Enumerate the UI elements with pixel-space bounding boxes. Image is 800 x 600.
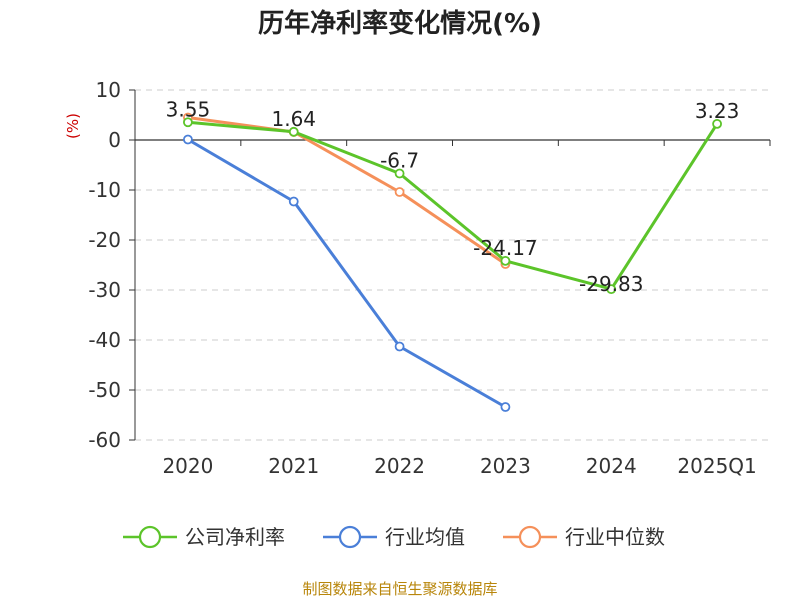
y-unit-label: (%): [64, 113, 82, 139]
data-point: [288, 196, 299, 207]
legend-item[interactable]: 行业均值: [323, 525, 465, 549]
legend-item[interactable]: 公司净利率: [123, 525, 285, 549]
chart-title: 历年净利率变化情况(%): [258, 8, 542, 39]
data-point: [288, 126, 299, 137]
source-note: 制图数据来自恒生聚源数据库: [302, 580, 497, 598]
data-label: -29.83: [579, 272, 643, 296]
data-point: [394, 341, 405, 352]
x-axis: 2020 2021 2022 2023 2024 2025Q1: [134, 139, 771, 478]
legend-item[interactable]: 行业中位数: [503, 525, 665, 549]
legend-marker: [338, 525, 362, 549]
x-tick-label: 2025Q1: [677, 454, 756, 478]
y-axis: 10 0 -10 -20 -30 -40 -50 -60: [88, 78, 136, 452]
data-point: [500, 255, 511, 266]
x-tick-label: 2020: [162, 454, 213, 478]
x-tick-label: 2023: [480, 454, 531, 478]
y-tick-label: -20: [88, 228, 121, 252]
gridlines: [135, 89, 770, 441]
data-labels: 3.55 1.64 -6.7 -24.17 -29.83 3.23: [166, 97, 740, 296]
y-tick-label: -40: [88, 328, 121, 352]
data-point: [394, 168, 405, 179]
series-line: [187, 138, 507, 409]
x-tick-label: 2021: [268, 454, 319, 478]
legend-marker: [518, 525, 542, 549]
y-tick-label: 10: [96, 78, 121, 102]
series-lines: [183, 112, 722, 412]
data-point: [183, 134, 193, 145]
x-tick-label: 2024: [586, 454, 637, 478]
data-label: -24.17: [473, 236, 537, 260]
data-point: [606, 284, 617, 295]
y-tick-label: 0: [108, 128, 121, 152]
legend-label: 行业均值: [385, 525, 465, 549]
y-tick-label: -50: [88, 378, 121, 402]
data-label: 1.64: [271, 107, 316, 131]
legend[interactable]: 公司净利率 行业均值 行业中位数: [123, 525, 665, 549]
data-point: [183, 117, 193, 128]
data-point: [394, 187, 405, 197]
data-label: 3.23: [695, 99, 740, 123]
x-tick-label: 2022: [374, 454, 425, 478]
legend-label: 公司净利率: [185, 525, 285, 549]
data-label: 3.55: [166, 97, 211, 121]
series-line: [187, 120, 719, 291]
data-point: [712, 118, 722, 129]
series-line: [187, 116, 507, 266]
y-tick-label: -10: [88, 178, 121, 202]
legend-marker: [138, 525, 162, 549]
legend-label: 行业中位数: [565, 525, 665, 549]
y-tick-label: -60: [88, 428, 121, 452]
data-point: [500, 402, 511, 412]
y-tick-label: -30: [88, 278, 121, 302]
data-label: -6.7: [380, 149, 419, 173]
